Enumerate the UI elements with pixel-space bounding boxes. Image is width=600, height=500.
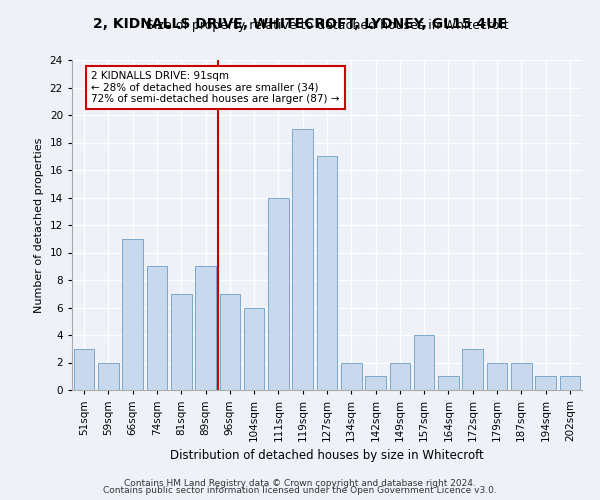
Text: Contains HM Land Registry data © Crown copyright and database right 2024.: Contains HM Land Registry data © Crown c… [124, 478, 476, 488]
Y-axis label: Number of detached properties: Number of detached properties [34, 138, 44, 312]
Bar [560, 376, 580, 390]
Bar [317, 156, 337, 390]
Bar [74, 349, 94, 390]
Bar [292, 128, 313, 390]
Text: 2, KIDNALLS DRIVE, WHITECROFT, LYDNEY, GL15 4UE: 2, KIDNALLS DRIVE, WHITECROFT, LYDNEY, G… [93, 18, 507, 32]
Bar [535, 376, 556, 390]
Bar [98, 362, 119, 390]
Bar [268, 198, 289, 390]
Bar [341, 362, 362, 390]
Bar [244, 308, 265, 390]
Bar [195, 266, 216, 390]
Bar [487, 362, 508, 390]
Text: 2 KIDNALLS DRIVE: 91sqm
← 28% of detached houses are smaller (34)
72% of semi-de: 2 KIDNALLS DRIVE: 91sqm ← 28% of detache… [91, 71, 340, 104]
Text: Contains public sector information licensed under the Open Government Licence v3: Contains public sector information licen… [103, 486, 497, 495]
Bar [171, 294, 191, 390]
X-axis label: Distribution of detached houses by size in Whitecroft: Distribution of detached houses by size … [170, 450, 484, 462]
Bar [438, 376, 459, 390]
Bar [463, 349, 483, 390]
Bar [220, 294, 240, 390]
Bar [365, 376, 386, 390]
Bar [146, 266, 167, 390]
Bar [414, 335, 434, 390]
Bar [389, 362, 410, 390]
Bar [511, 362, 532, 390]
Bar [122, 239, 143, 390]
Title: Size of property relative to detached houses in Whitecroft: Size of property relative to detached ho… [146, 20, 508, 32]
